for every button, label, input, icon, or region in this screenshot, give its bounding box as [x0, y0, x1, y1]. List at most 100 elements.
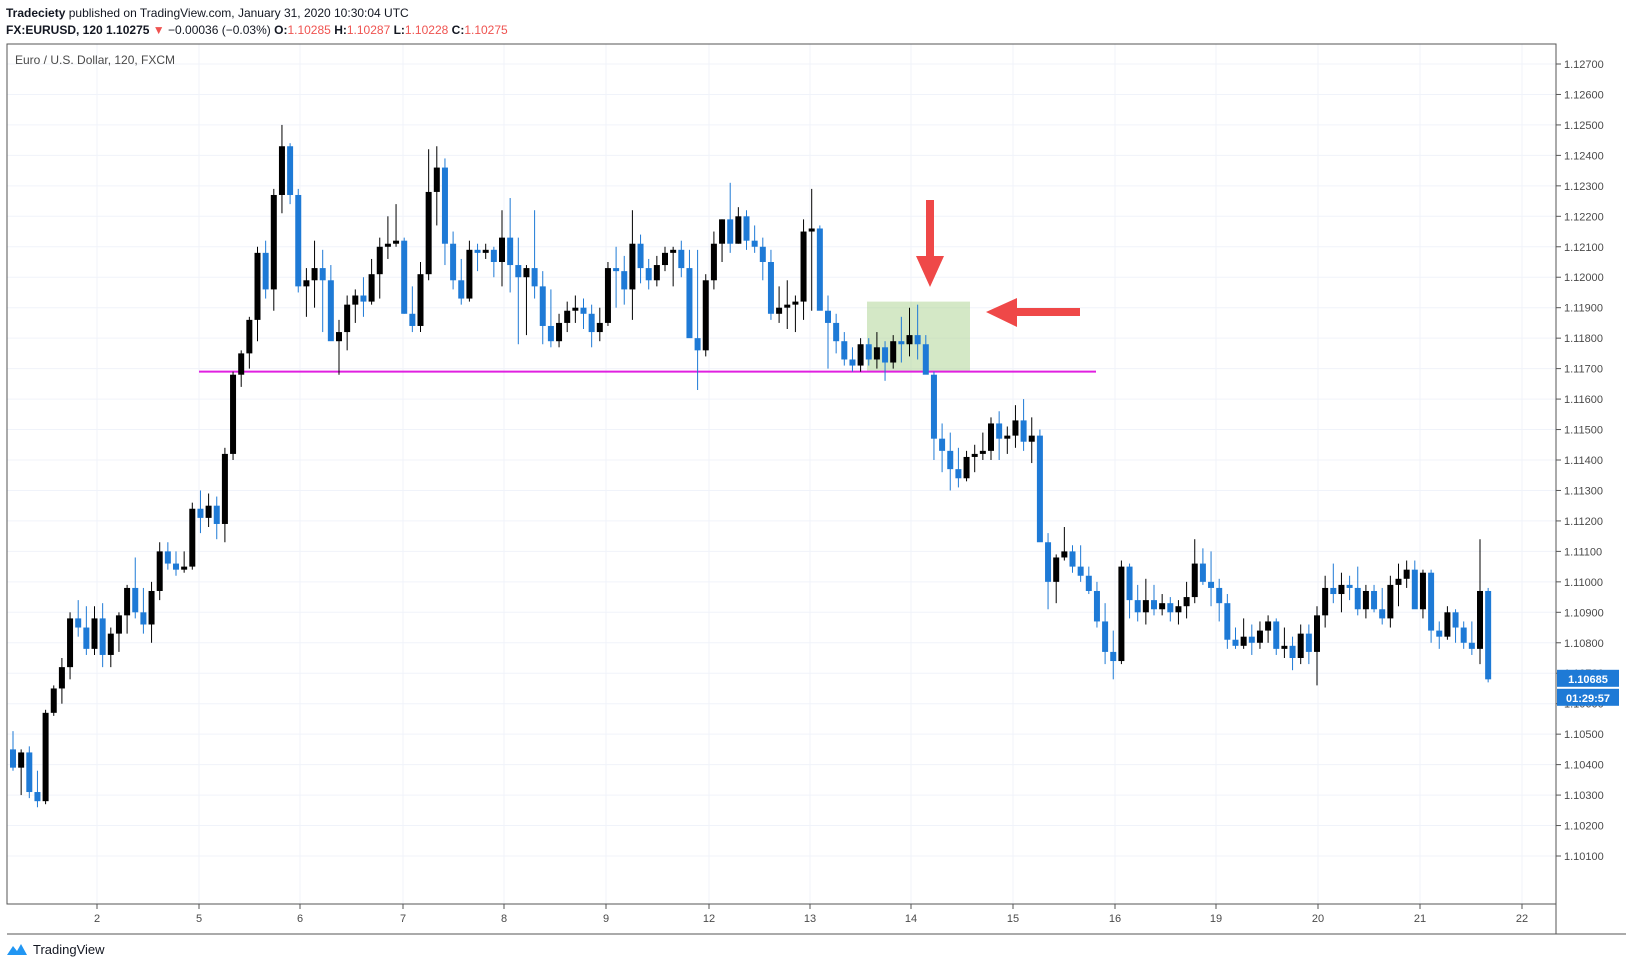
- candle-body: [1273, 621, 1280, 649]
- candle-body: [164, 551, 171, 564]
- price-axis[interactable]: 1.12700 1.12600 1.12500 1.12400 1.12300 1.122…: [1556, 59, 1604, 863]
- candle: [1004, 426, 1011, 454]
- candle-body: [140, 612, 147, 625]
- candle: [670, 246, 677, 287]
- price-tick-label: 1.11100: [1564, 546, 1602, 558]
- publisher-name[interactable]: Tradeciety: [6, 6, 66, 20]
- candle-body: [686, 268, 693, 339]
- candle-body: [1224, 603, 1231, 640]
- candle: [556, 313, 563, 348]
- candle-body: [1012, 420, 1019, 436]
- candle-body: [42, 712, 49, 802]
- candle-body: [1395, 578, 1402, 585]
- low-value: 1.10228: [404, 23, 449, 37]
- candle: [311, 240, 318, 308]
- candle-body: [205, 505, 212, 518]
- candle-body: [743, 216, 750, 241]
- candle: [1338, 572, 1345, 613]
- candle-body: [727, 219, 734, 244]
- candle-body: [564, 310, 571, 323]
- candle-body: [246, 319, 253, 354]
- candle: [873, 332, 880, 369]
- candle: [26, 746, 33, 799]
- candle: [759, 237, 766, 281]
- time-tick-label: 19: [1210, 913, 1222, 925]
- candle-body: [221, 453, 228, 524]
- candle: [751, 225, 758, 253]
- down-arrow-icon: [916, 256, 944, 287]
- candle: [393, 204, 400, 247]
- candle-body: [230, 374, 237, 454]
- candle: [914, 304, 921, 360]
- candle: [1248, 624, 1255, 655]
- time-tick-label: 15: [1007, 913, 1019, 925]
- grid-lines: [7, 44, 1556, 904]
- candle: [181, 551, 188, 573]
- candle-body: [311, 268, 318, 281]
- price-tick-label: 1.11700: [1564, 364, 1603, 376]
- candle: [490, 246, 497, 278]
- candle: [1395, 563, 1402, 607]
- price-tick-label: 1.10800: [1564, 638, 1604, 650]
- candle: [1330, 563, 1337, 604]
- candle-body: [653, 265, 660, 281]
- candle: [1199, 548, 1206, 585]
- candle-body: [955, 469, 962, 479]
- candle: [173, 551, 179, 576]
- candle: [686, 249, 693, 339]
- time-tick-label: 12: [703, 913, 715, 925]
- candle: [1273, 618, 1280, 655]
- candle-body: [596, 322, 603, 333]
- candle: [710, 231, 717, 290]
- candle: [401, 237, 408, 314]
- candle-body: [352, 295, 359, 305]
- tradingview-logo-icon: [7, 944, 27, 955]
- candle: [1265, 615, 1272, 643]
- candle: [58, 658, 65, 704]
- price-tick-label: 1.10200: [1564, 821, 1604, 833]
- candle-body: [254, 252, 261, 320]
- candle: [621, 255, 628, 305]
- candle: [825, 295, 831, 369]
- candle-body: [719, 219, 726, 244]
- candle-body: [531, 268, 538, 287]
- candle: [955, 447, 962, 488]
- candle: [580, 298, 587, 330]
- candle: [588, 304, 595, 348]
- candle: [417, 262, 424, 333]
- candle-body: [1330, 587, 1337, 595]
- price-tick-label: 1.11400: [1564, 455, 1603, 467]
- time-axis[interactable]: 2 5 6 7 8 9 12 13 14 15 16 19 20 21 22: [94, 904, 1528, 925]
- candle-body: [327, 280, 334, 342]
- candle: [800, 219, 807, 320]
- candle: [450, 231, 457, 290]
- price-tick-label: 1.12100: [1564, 242, 1604, 254]
- candle: [507, 198, 514, 293]
- candle-body: [580, 307, 587, 314]
- candle-body: [759, 246, 766, 262]
- candle-body: [1379, 609, 1386, 619]
- candle: [1485, 587, 1492, 683]
- candle: [792, 295, 799, 333]
- price-tick-label: 1.12600: [1564, 89, 1604, 101]
- candle: [344, 295, 351, 351]
- time-tick-label: 9: [603, 913, 609, 925]
- candle: [523, 265, 530, 336]
- candle: [1428, 569, 1435, 643]
- candle-body: [1199, 563, 1206, 582]
- candle-body: [572, 307, 579, 311]
- candle: [148, 581, 155, 643]
- candle: [1069, 545, 1076, 573]
- candle: [865, 338, 872, 366]
- candle: [213, 496, 220, 540]
- candle-body: [1436, 630, 1443, 637]
- candle: [1314, 606, 1320, 686]
- candle: [1322, 575, 1329, 628]
- candle-body: [1411, 569, 1418, 610]
- last-price: 1.10275: [106, 23, 150, 37]
- candle-body: [784, 304, 791, 308]
- footer-brand[interactable]: TradingView: [6, 939, 105, 959]
- candle: [1224, 594, 1231, 649]
- candle: [1216, 578, 1223, 622]
